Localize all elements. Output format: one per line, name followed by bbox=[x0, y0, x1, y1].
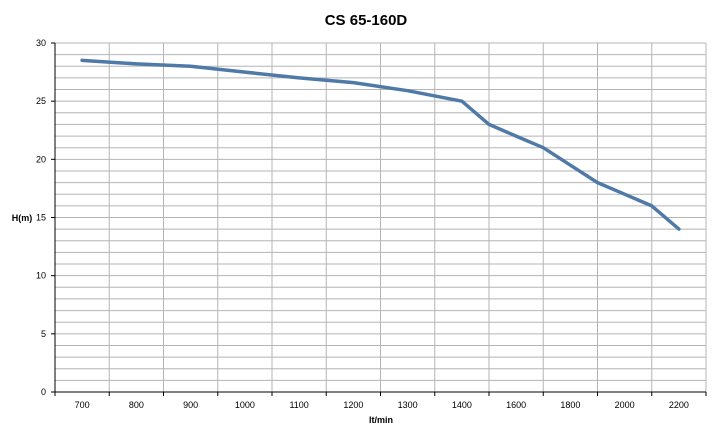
y-tick-label: 0 bbox=[41, 387, 46, 397]
y-tick-label: 25 bbox=[36, 96, 46, 106]
x-tick-label: 1600 bbox=[506, 400, 526, 410]
x-tick-label: 700 bbox=[75, 400, 90, 410]
y-tick-label: 20 bbox=[36, 154, 46, 164]
y-axis-label: H(m) bbox=[12, 213, 33, 223]
x-tick-label: 800 bbox=[129, 400, 144, 410]
x-axis-label: lt/min bbox=[369, 415, 393, 425]
chart-title: CS 65-160D bbox=[325, 12, 408, 29]
y-tick-label: 10 bbox=[36, 271, 46, 281]
y-tick-label: 30 bbox=[36, 38, 46, 48]
x-tick-label: 900 bbox=[183, 400, 198, 410]
x-tick-label: 1800 bbox=[560, 400, 580, 410]
grid bbox=[55, 42, 707, 392]
x-tick-label: 1000 bbox=[235, 400, 255, 410]
x-tick-label: 2000 bbox=[615, 400, 635, 410]
series-layer bbox=[80, 58, 681, 231]
x-tick-label: 1400 bbox=[452, 400, 472, 410]
tick-labels: 0 5 10 15 20 25 30 700 800 900 1000 1100 1200 1300 140… bbox=[36, 38, 689, 410]
series-line bbox=[80, 58, 681, 231]
y-tick-label: 5 bbox=[41, 329, 46, 339]
x-tick-label: 1300 bbox=[398, 400, 418, 410]
axes bbox=[51, 42, 707, 396]
x-tick-label: 1100 bbox=[289, 400, 308, 410]
x-tick-label: 1200 bbox=[343, 400, 363, 410]
x-tick-label: 2200 bbox=[669, 400, 689, 410]
y-tick-label: 15 bbox=[36, 213, 46, 223]
